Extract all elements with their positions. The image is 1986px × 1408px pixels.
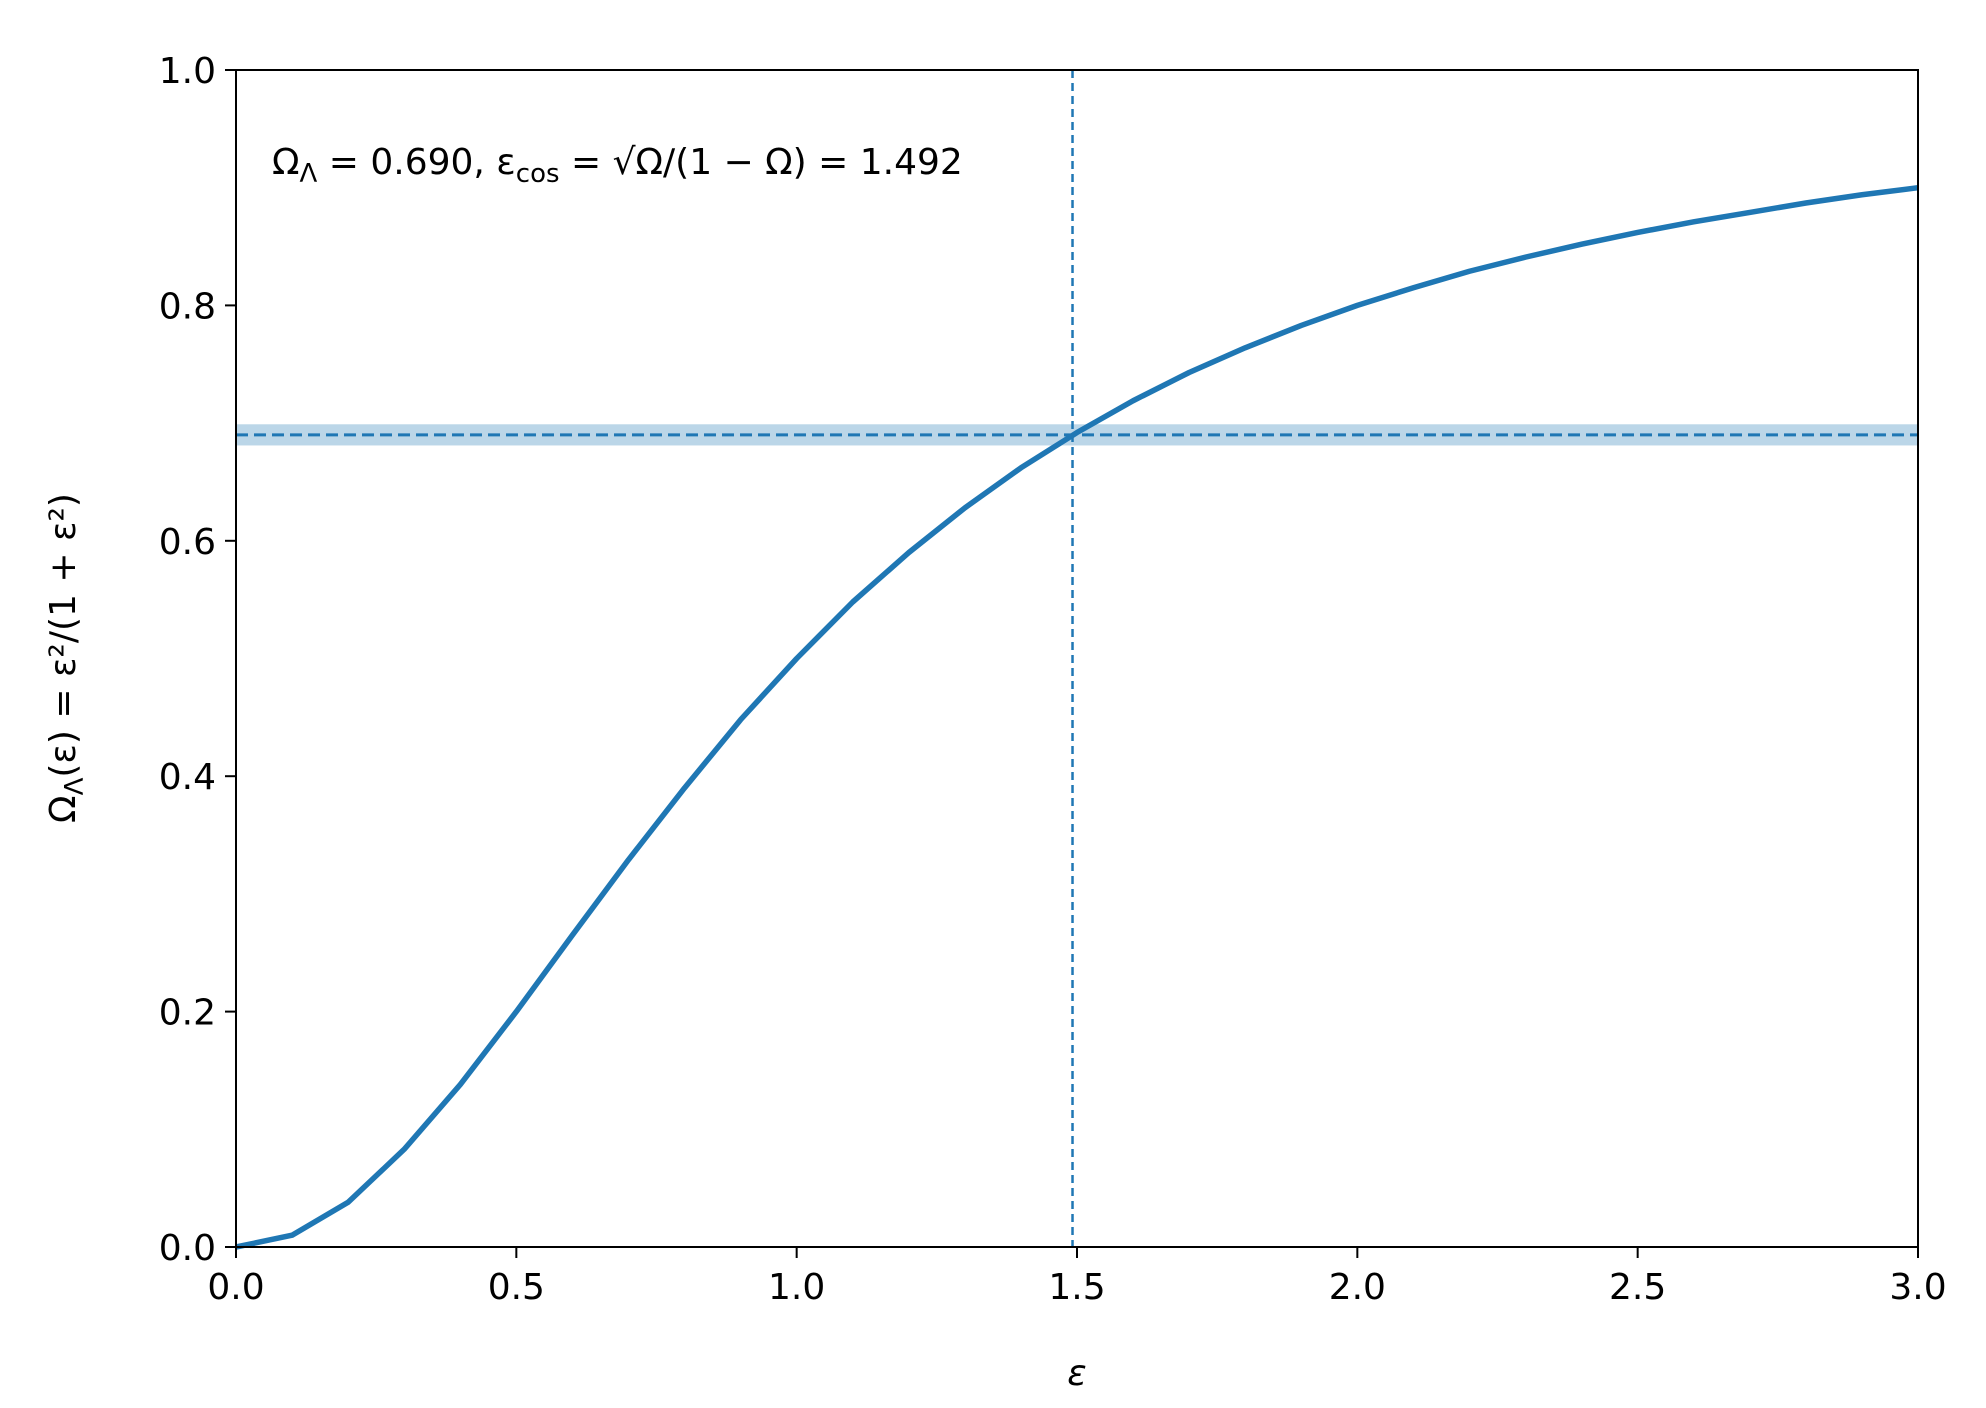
- data-line: [235, 184, 1919, 1250]
- x-tick-label: 0.5: [488, 1267, 545, 1308]
- annotation-part: Ω: [272, 142, 300, 183]
- annotation-sub: Λ: [300, 159, 318, 189]
- y-tick-label: 0.4: [159, 757, 216, 798]
- plot-frame: [235, 69, 1919, 1248]
- annotation-sub: cos: [516, 159, 560, 189]
- y-tick-label: 0.8: [159, 286, 216, 327]
- y-axis-label: ΩΛ(ε) = ε²/(1 + ε²): [43, 493, 90, 823]
- y-tick-label: 0.0: [159, 1228, 216, 1269]
- x-tick-label: 2.0: [1329, 1267, 1386, 1308]
- x-axis-label: ε: [1067, 1353, 1086, 1394]
- x-tick-label: 3.0: [1889, 1267, 1946, 1308]
- annotation-part: = 0.690, ε: [317, 142, 515, 183]
- y-label-sub: Λ: [60, 777, 90, 795]
- annotation-part: = √Ω/(1 − Ω) = 1.492: [560, 142, 963, 183]
- y-tick-label: 0.6: [159, 522, 216, 563]
- x-tick-label: 1.5: [1048, 1267, 1105, 1308]
- x-tick-label: 0.0: [207, 1267, 264, 1308]
- y-label-part: (ε) = ε²/(1 + ε²): [43, 493, 84, 778]
- y-label-part: Ω: [43, 795, 84, 823]
- annotation: ΩΛ = 0.690, εcos = √Ω/(1 − Ω) = 1.492: [272, 142, 963, 189]
- y-tick-label: 1.0: [159, 51, 216, 92]
- y-tick-label: 0.2: [159, 993, 216, 1034]
- x-tick-label: 2.5: [1609, 1267, 1666, 1308]
- x-tick-label: 1.0: [768, 1267, 825, 1308]
